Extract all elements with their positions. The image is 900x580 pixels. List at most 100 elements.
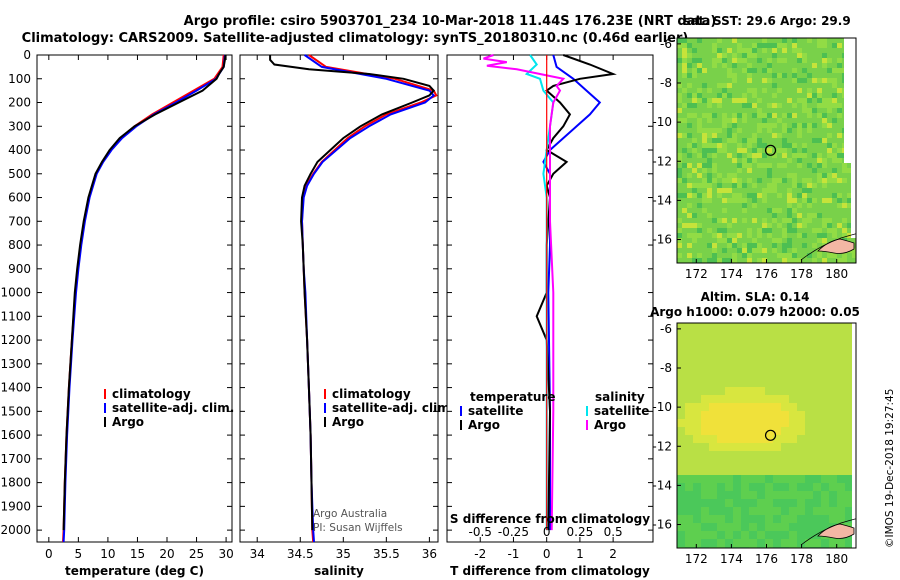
map-cell <box>701 339 709 347</box>
map-cell <box>687 193 692 198</box>
map-cell <box>773 347 781 355</box>
map-cell <box>722 198 727 203</box>
map-cell <box>767 188 772 193</box>
map-cell <box>741 331 749 339</box>
map-cell <box>767 48 772 53</box>
map-cell <box>789 451 797 459</box>
map-cell <box>727 98 732 103</box>
map-cell <box>772 58 777 63</box>
map-cell <box>749 523 757 531</box>
map-cell <box>685 331 693 339</box>
map-cell <box>837 515 845 523</box>
map-cell <box>733 467 741 475</box>
map-cell <box>707 73 712 78</box>
map-cell <box>827 163 832 168</box>
map-cell <box>707 228 712 233</box>
x-tick-label: 178 <box>790 267 813 281</box>
map-cell <box>752 133 757 138</box>
map-cell <box>837 43 842 48</box>
map-cell <box>837 58 842 63</box>
map-cell <box>817 138 822 143</box>
map-cell <box>747 168 752 173</box>
map-cell <box>687 73 692 78</box>
map-cell <box>717 83 722 88</box>
map-cell <box>832 68 837 73</box>
map-cell <box>732 183 737 188</box>
map-cell <box>837 123 842 128</box>
map-cell <box>685 379 693 387</box>
map-cell <box>697 53 702 58</box>
map-cell <box>817 73 822 78</box>
map-cell <box>757 133 762 138</box>
map-cell <box>742 63 747 68</box>
map-cell <box>757 38 762 43</box>
map-cell <box>733 507 741 515</box>
map-cell <box>712 48 717 53</box>
map-cell <box>757 168 762 173</box>
map-cell <box>765 499 773 507</box>
map-cell <box>772 123 777 128</box>
map-cell <box>712 213 717 218</box>
map-cell <box>733 539 741 547</box>
map-cell <box>752 143 757 148</box>
map-cell <box>692 208 697 213</box>
map-cell <box>697 103 702 108</box>
map-cell <box>797 411 805 419</box>
map-cell <box>702 108 707 113</box>
map-cell <box>757 499 765 507</box>
map-cell <box>752 73 757 78</box>
map-cell <box>682 158 687 163</box>
map-cell <box>797 143 802 148</box>
map-cell <box>772 248 777 253</box>
map-cell <box>702 173 707 178</box>
map-cell <box>832 223 837 228</box>
map-cell <box>702 58 707 63</box>
map-cell <box>747 193 752 198</box>
map-cell <box>717 138 722 143</box>
y-tick-label: 1600 <box>0 428 31 442</box>
map-cell <box>717 435 725 443</box>
map-cell <box>802 223 807 228</box>
map-cell <box>701 475 709 483</box>
map-cell <box>767 223 772 228</box>
map-cell <box>757 339 765 347</box>
map-cell <box>845 539 853 547</box>
map-cell <box>787 253 792 258</box>
map-cell <box>722 38 727 43</box>
map-cell <box>807 38 812 43</box>
map-cell <box>709 443 717 451</box>
map-cell <box>677 48 682 53</box>
map-cell <box>752 83 757 88</box>
map-cell <box>767 148 772 153</box>
map-cell <box>802 128 807 133</box>
sla-map-title-line1: Altim. SLA: 0.14 <box>701 290 810 304</box>
map-cell <box>752 238 757 243</box>
y-tick-label: -12 <box>652 154 672 168</box>
map-cell <box>812 153 817 158</box>
map-cell <box>777 73 782 78</box>
map-cell <box>832 88 837 93</box>
map-cell <box>702 163 707 168</box>
map-cell <box>707 153 712 158</box>
map-cell <box>722 83 727 88</box>
map-cell <box>697 133 702 138</box>
map-cell <box>747 233 752 238</box>
map-cell <box>797 228 802 233</box>
map-cell <box>687 248 692 253</box>
map-cell <box>682 228 687 233</box>
map-cell <box>765 539 773 547</box>
map-cell <box>709 339 717 347</box>
map-cell <box>682 178 687 183</box>
argo-location-marker <box>764 144 777 156</box>
map-cell <box>789 347 797 355</box>
map-cell <box>709 355 717 363</box>
map-cell <box>682 108 687 113</box>
map-cell <box>845 419 853 427</box>
map-cell <box>777 173 782 178</box>
map-cell <box>747 133 752 138</box>
map-cell <box>717 243 722 248</box>
map-cell <box>677 411 685 419</box>
x-axis-label: temperature (deg C) <box>65 564 204 578</box>
map-cell <box>792 123 797 128</box>
map-cell <box>722 233 727 238</box>
